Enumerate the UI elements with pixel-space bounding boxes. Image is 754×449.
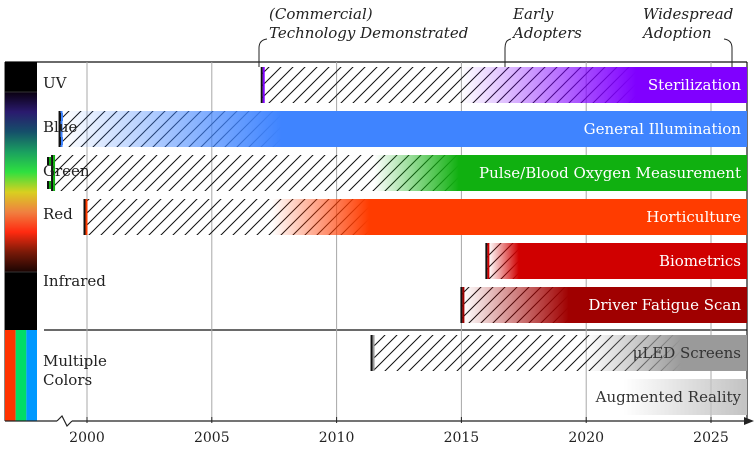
- annotation-label-2: Adoption: [641, 24, 712, 42]
- bar-1: [62, 111, 748, 147]
- start-marker-4: [485, 243, 488, 279]
- tick-label-2015: 2015: [444, 430, 480, 446]
- start-marker-top-2: [47, 157, 49, 165]
- annotation-leader-0: [258, 38, 268, 67]
- bar-label-2: Pulse/Blood Oxygen Measurement: [479, 164, 741, 182]
- tick-label-2005: 2005: [194, 430, 230, 446]
- annotation-label-0: (Commercial): [269, 5, 373, 23]
- start-marker-1: [58, 111, 61, 147]
- start-marker-6: [370, 335, 373, 371]
- start-color-top-1: [61, 113, 63, 121]
- bar-2: [374, 155, 747, 191]
- row-label-green: Green: [43, 162, 90, 180]
- annotation-label-0: Technology Demonstrated: [269, 24, 468, 42]
- start-marker-0: [260, 67, 263, 103]
- stage-annotations: (Commercial)Technology Demonstrated Early…: [258, 5, 733, 67]
- bar-label-5: Driver Fatigue Scan: [588, 296, 741, 314]
- row-label-multi: Multiple: [43, 352, 107, 370]
- axis-break: [56, 414, 73, 428]
- start-color-bottom-2: [49, 181, 51, 189]
- start-color-0: [262, 67, 265, 103]
- start-color-top-2: [49, 157, 51, 165]
- tick-label-2020: 2020: [568, 430, 604, 446]
- spectrum-infrared: [5, 272, 37, 330]
- start-color-2: [53, 155, 56, 191]
- start-color-bottom-1: [61, 137, 63, 145]
- tick-label-2010: 2010: [319, 430, 355, 446]
- bar-label-6: μLED Screens: [633, 344, 741, 362]
- annotation-label-1: Early: [512, 5, 554, 23]
- spectrum-multi-0: [5, 330, 16, 421]
- start-marker-5: [460, 287, 463, 323]
- bar-label-7: Augmented Reality: [595, 388, 742, 406]
- start-color-3: [85, 199, 88, 235]
- bars: Sterilization General Illumination Pulse/B…: [47, 67, 748, 415]
- bar-5: [463, 287, 747, 323]
- row-label-red: Red: [43, 205, 73, 223]
- start-marker-2: [51, 155, 54, 191]
- spectrum-multi-2: [26, 330, 37, 421]
- start-marker-top-1: [59, 113, 61, 121]
- start-color-1: [60, 111, 63, 147]
- spectrum-visible: [5, 92, 37, 272]
- start-marker-3: [83, 199, 86, 235]
- bar-label-0: Sterilization: [648, 76, 741, 94]
- x-axis: 2000 2005 2010 2015 2020 2025: [5, 414, 754, 446]
- tick-label-2025: 2025: [693, 430, 729, 446]
- tick-label-2000: 2000: [69, 430, 105, 446]
- bar-6: [586, 335, 747, 371]
- annotation-label-1: Adopters: [511, 24, 582, 42]
- annotation-label-2: Widespread: [643, 5, 733, 23]
- row-label-infrared: Infrared: [43, 272, 106, 290]
- row-label-multi: Colors: [43, 371, 92, 389]
- row-label-uv: UV: [43, 74, 68, 92]
- start-marker-bottom-2: [47, 181, 49, 189]
- spectrum-multi-1: [15, 330, 27, 421]
- bar-label-3: Horticulture: [646, 208, 741, 226]
- bar-3: [271, 199, 747, 235]
- start-color-6: [372, 335, 375, 371]
- bar-4: [488, 243, 747, 279]
- row-label-blue: Blue: [43, 118, 77, 136]
- bar-label-4: Biometrics: [659, 252, 741, 270]
- start-marker-bottom-1: [59, 137, 61, 145]
- bar-label-1: General Illumination: [584, 120, 742, 138]
- spectrum-legend: [5, 62, 37, 421]
- annotation-leader-1: [504, 38, 512, 67]
- bar-7: [623, 379, 747, 415]
- start-color-5: [462, 287, 465, 323]
- axis-arrow: [744, 417, 754, 425]
- spectrum-uv: [5, 62, 37, 92]
- annotation-leader-2: [723, 38, 733, 67]
- bar-0: [461, 67, 747, 103]
- start-color-4: [487, 243, 490, 279]
